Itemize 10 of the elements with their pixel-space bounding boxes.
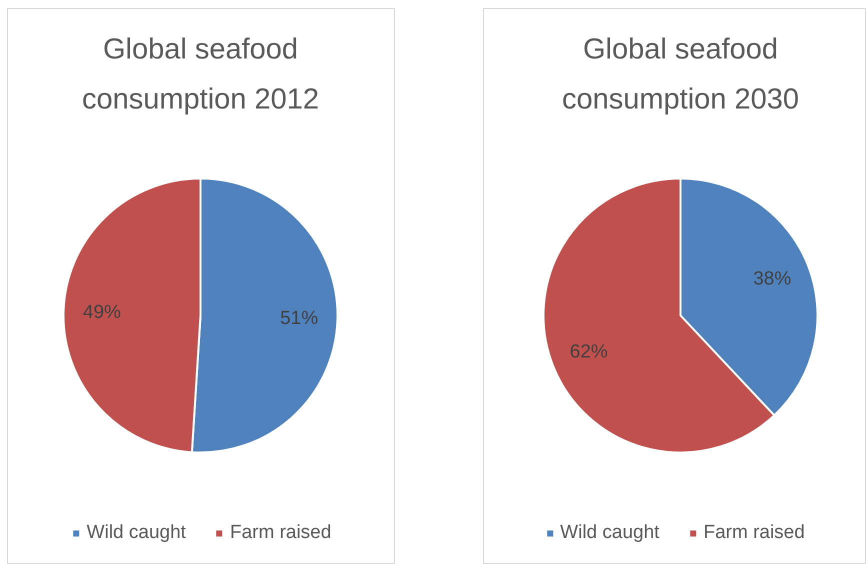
legend-label: Wild caught	[560, 522, 660, 544]
chart-title: Global seafood consumption 2012	[82, 34, 319, 116]
legend-label: Farm raised	[230, 522, 332, 544]
data-label: 62%	[570, 341, 608, 362]
data-label: 38%	[753, 268, 792, 290]
legend-label: Farm raised	[703, 522, 805, 544]
data-label: 51%	[280, 308, 318, 330]
legend-label: Wild caught	[86, 522, 186, 544]
chart-title: Global seafood consumption 2030	[562, 34, 799, 116]
data-label: 49%	[82, 302, 122, 323]
